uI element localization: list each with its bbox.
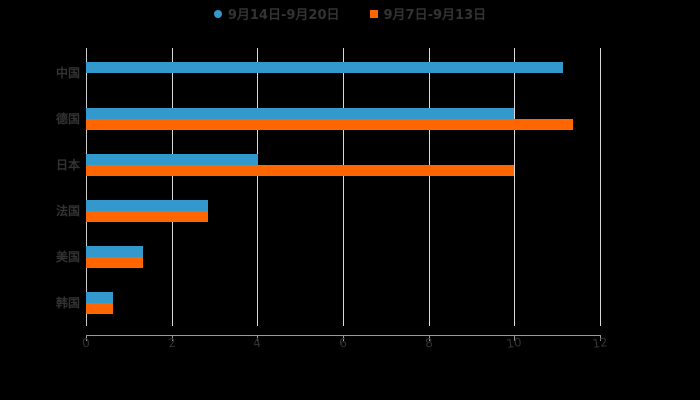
category-label: 美国 <box>55 250 80 264</box>
bar[interactable] <box>86 200 209 211</box>
category-label: 法国 <box>55 204 80 218</box>
x-tick <box>86 335 87 341</box>
legend-item[interactable]: 9月7日-9月13日 <box>369 4 487 23</box>
category-label: 中国 <box>55 66 80 80</box>
x-tick-label: 12 <box>591 335 609 351</box>
y-axis-line <box>86 48 87 326</box>
gridline <box>171 48 173 326</box>
bar[interactable] <box>86 211 209 222</box>
x-tick-label: 2 <box>166 335 177 351</box>
category-label: 韩国 <box>55 296 80 310</box>
x-tick <box>343 335 344 341</box>
category-label: 日本 <box>55 158 80 172</box>
x-tick <box>171 335 173 341</box>
legend: 9月14日-9月20日 9月7日-9月13日 <box>0 4 700 23</box>
legend-item[interactable]: 9月14日-9月20日 <box>213 4 340 23</box>
gridline <box>600 48 601 326</box>
square-marker-icon <box>369 9 378 18</box>
bar[interactable] <box>86 303 113 314</box>
x-tick-label: 8 <box>423 335 434 351</box>
bar[interactable] <box>86 62 564 73</box>
gridline <box>257 48 259 326</box>
x-tick-label: 4 <box>252 335 263 351</box>
bar[interactable] <box>86 246 143 257</box>
x-tick-label: 6 <box>338 335 348 351</box>
gridline <box>428 48 430 326</box>
bar[interactable] <box>86 292 113 303</box>
x-tick <box>514 335 516 341</box>
gridline <box>343 48 344 326</box>
circle-marker-icon <box>213 9 222 18</box>
x-tick <box>600 335 601 341</box>
bar[interactable] <box>86 165 515 176</box>
bar[interactable] <box>86 119 573 130</box>
bar[interactable] <box>86 154 259 165</box>
gridline <box>514 48 516 326</box>
bar[interactable] <box>86 108 515 119</box>
bar[interactable] <box>86 257 143 268</box>
legend-label: 9月7日-9月13日 <box>383 8 487 23</box>
category-label: 德国 <box>55 112 80 126</box>
x-tick <box>428 335 430 341</box>
x-tick <box>257 335 259 341</box>
legend-label: 9月14日-9月20日 <box>227 8 340 23</box>
x-tick-label: 10 <box>505 335 523 351</box>
plot-area <box>86 48 601 326</box>
x-tick-label: 0 <box>81 335 91 351</box>
